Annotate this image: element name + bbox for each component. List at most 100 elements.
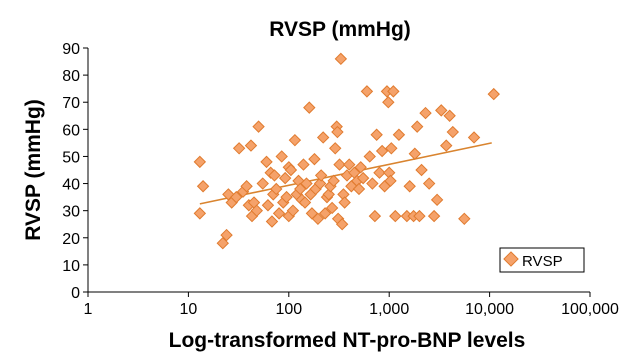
data-point	[389, 209, 402, 223]
data-point	[240, 180, 253, 193]
data-point	[384, 174, 397, 188]
data-point	[370, 128, 383, 141]
y-tick-label: 0	[71, 285, 80, 302]
data-point	[193, 207, 207, 220]
data-point	[303, 101, 316, 114]
data-point	[308, 152, 321, 166]
data-point	[458, 212, 471, 226]
data-point	[318, 207, 332, 220]
data-point	[368, 209, 382, 223]
data-point	[408, 147, 422, 160]
data-point	[387, 85, 400, 98]
data-point	[300, 177, 313, 190]
legend-marker-diamond-icon	[503, 251, 519, 267]
chart-title: RVSP (mmHg)	[269, 18, 411, 41]
data-point	[280, 190, 293, 204]
data-point	[410, 120, 424, 133]
data-point	[385, 142, 398, 155]
data-point	[275, 150, 288, 163]
data-point	[250, 204, 264, 217]
data-point	[196, 180, 210, 193]
data-point	[272, 207, 286, 220]
data-point	[435, 104, 448, 117]
data-point	[338, 196, 351, 209]
data-point	[403, 180, 416, 193]
y-tick-label: 30	[62, 204, 80, 221]
data-point	[467, 131, 481, 144]
data-point	[352, 182, 366, 196]
y-tick-label: 50	[62, 149, 80, 166]
data-point	[298, 196, 312, 209]
data-point	[288, 133, 302, 147]
data-point	[265, 215, 279, 228]
data-point	[335, 218, 349, 231]
data-point	[415, 163, 428, 177]
x-tick-label: 100	[275, 301, 302, 318]
data-point	[297, 158, 310, 171]
data-point	[313, 177, 327, 190]
data-point	[325, 201, 339, 215]
data-point	[354, 161, 367, 174]
data-point	[216, 236, 229, 250]
data-point	[360, 85, 374, 98]
data-point	[329, 142, 342, 155]
data-point	[316, 131, 330, 144]
data-point	[193, 155, 207, 169]
data-point	[244, 139, 258, 152]
data-point	[261, 199, 275, 212]
legend-label: RVSP	[522, 253, 563, 270]
x-tick-label: 10,000	[465, 301, 514, 318]
data-point	[252, 120, 265, 133]
data-point	[311, 212, 325, 226]
data-point	[278, 171, 292, 185]
data-point	[334, 52, 348, 66]
data-point	[382, 96, 395, 109]
data-point	[419, 106, 432, 120]
data-point	[440, 139, 453, 152]
data-point	[256, 177, 269, 190]
y-tick-label: 20	[62, 231, 80, 248]
data-point	[232, 142, 246, 155]
data-point	[343, 158, 356, 171]
y-tick-label: 90	[62, 41, 80, 58]
legend: RVSP	[499, 247, 585, 273]
y-tick-label: 40	[62, 177, 80, 194]
y-axis: 0 10 20 30 40 50 60 70 80 90	[62, 41, 89, 302]
x-tick-label: 1,000	[369, 301, 409, 318]
y-tick-label: 10	[62, 258, 80, 275]
y-tick-label: 80	[62, 68, 80, 85]
x-axis-title: Log-transformed NT-pro-BNP levels	[169, 329, 526, 352]
data-point	[363, 150, 376, 163]
data-point	[430, 193, 444, 207]
data-point	[427, 209, 441, 223]
y-tick-label: 70	[62, 95, 80, 112]
data-point	[375, 144, 389, 158]
data-point	[322, 188, 335, 201]
data-point	[366, 177, 379, 190]
x-tick-label: 10	[180, 301, 198, 318]
data-point	[286, 204, 300, 217]
data-point	[284, 163, 298, 177]
data-point	[230, 190, 243, 204]
data-point	[333, 158, 346, 171]
data-point	[268, 169, 281, 182]
data-point	[331, 125, 344, 139]
data-point	[392, 128, 406, 141]
data-points-group	[193, 52, 500, 250]
data-point	[413, 209, 426, 223]
data-point	[314, 169, 328, 182]
data-point	[356, 171, 370, 185]
y-axis-title: RVSP (mmHg)	[22, 99, 45, 241]
data-point	[422, 177, 436, 190]
data-point	[446, 125, 460, 139]
data-point	[220, 228, 233, 242]
x-axis: 1 10 100 1,000 10,000 100,000	[84, 291, 619, 318]
x-tick-label: 100,000	[561, 301, 619, 318]
data-point	[260, 155, 273, 169]
x-tick-label: 1	[84, 301, 93, 318]
data-point	[327, 174, 340, 188]
data-point	[487, 87, 500, 101]
data-point	[443, 109, 456, 122]
data-point	[373, 166, 386, 179]
